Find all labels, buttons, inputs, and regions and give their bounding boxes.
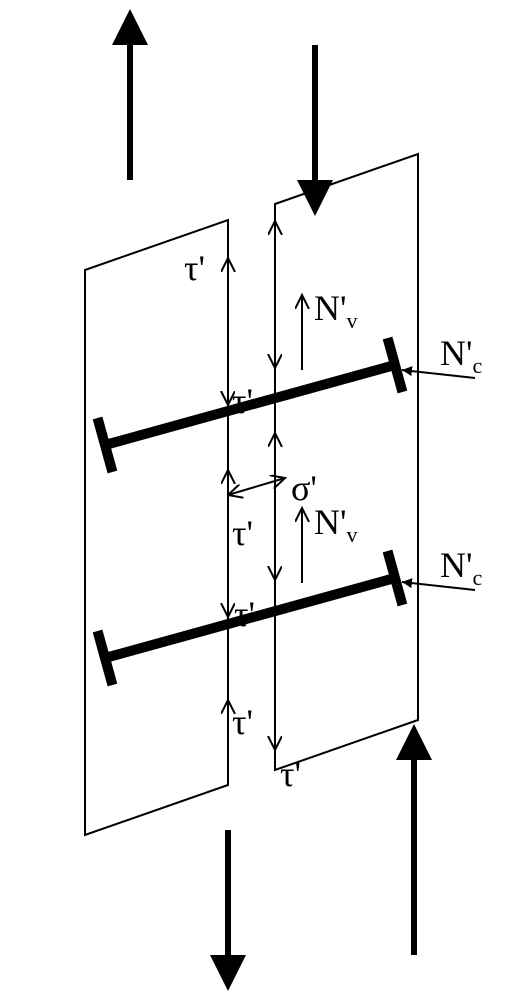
label-tau: τ'	[280, 754, 301, 794]
sigma-arrow	[228, 478, 285, 495]
label-Nc-lower: N'c	[440, 545, 482, 590]
diagram-canvas: τ'τ'τ'τ'τ'τ'σ'N'vN'vN'cN'c	[0, 0, 525, 1000]
panel-right	[275, 154, 418, 770]
label-tau: τ'	[232, 513, 253, 553]
label-tau: τ'	[184, 248, 205, 288]
label-tau: τ'	[232, 702, 253, 742]
force-arrow-head	[297, 180, 333, 216]
label-tau: τ'	[232, 381, 253, 421]
label-Nv-lower: N'v	[314, 502, 357, 547]
panel-left	[85, 220, 228, 835]
label-Nv-upper: N'v	[314, 288, 357, 333]
force-arrow-head	[210, 955, 246, 991]
label-Nc-upper: N'c	[440, 333, 482, 378]
force-arrow-head	[112, 9, 148, 45]
label-tau: τ'	[234, 594, 255, 634]
force-arrow-head	[396, 724, 432, 760]
